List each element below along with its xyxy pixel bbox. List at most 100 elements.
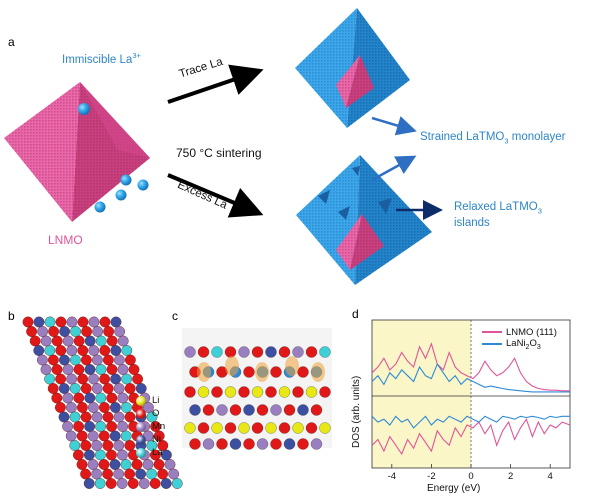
atom bbox=[116, 478, 128, 489]
atom bbox=[83, 478, 95, 489]
atom-legend-item: Mn bbox=[136, 420, 165, 433]
atom bbox=[131, 459, 143, 470]
atom bbox=[102, 411, 114, 423]
atom bbox=[117, 421, 129, 432]
atom bbox=[92, 354, 103, 366]
strained-arrow-2 bbox=[371, 155, 417, 182]
atom bbox=[211, 386, 223, 398]
dos-series-line bbox=[371, 417, 571, 456]
atom bbox=[319, 346, 331, 358]
atom bbox=[106, 421, 118, 432]
atom bbox=[121, 345, 133, 356]
atom bbox=[73, 392, 85, 404]
atom bbox=[150, 421, 162, 432]
atom bbox=[87, 430, 99, 442]
atom bbox=[51, 364, 63, 375]
dos-series-line bbox=[371, 415, 570, 429]
atom bbox=[114, 354, 125, 366]
atom bbox=[283, 438, 296, 450]
atom bbox=[51, 335, 63, 347]
atom bbox=[238, 346, 250, 358]
atom bbox=[81, 354, 92, 366]
atom bbox=[310, 438, 323, 450]
x-tick-label: -2 bbox=[427, 471, 435, 482]
atom bbox=[84, 449, 95, 461]
atom bbox=[153, 430, 165, 442]
atom bbox=[164, 459, 176, 470]
atom bbox=[132, 373, 144, 385]
atom bbox=[55, 345, 67, 356]
atom bbox=[113, 383, 125, 394]
dos-legend: LNMO (111) LaNi2O3 bbox=[482, 326, 557, 350]
atom bbox=[265, 422, 277, 434]
atom-legend-item: Ni bbox=[136, 433, 165, 446]
atom bbox=[197, 422, 210, 434]
atom bbox=[121, 402, 132, 413]
atom bbox=[37, 354, 48, 366]
atom bbox=[124, 468, 136, 480]
atom bbox=[44, 373, 55, 385]
atom bbox=[229, 438, 242, 450]
atom bbox=[149, 478, 161, 489]
atom bbox=[88, 402, 99, 413]
atom bbox=[99, 316, 111, 328]
atom bbox=[88, 345, 100, 356]
atom bbox=[292, 386, 304, 398]
sintering-label: 750 °C sintering bbox=[176, 146, 262, 160]
atom bbox=[117, 449, 128, 461]
atom-legend-swatch bbox=[136, 395, 146, 406]
atom bbox=[77, 373, 89, 385]
dos-xlabel: Energy (eV) bbox=[427, 483, 481, 494]
atom bbox=[66, 373, 78, 385]
charge-density-lobe bbox=[311, 362, 325, 382]
atom bbox=[73, 421, 85, 432]
x-tick-label: 0 bbox=[468, 471, 473, 482]
atom bbox=[109, 459, 121, 470]
atom bbox=[305, 422, 318, 434]
atom bbox=[238, 422, 250, 434]
atom bbox=[110, 402, 121, 413]
atom bbox=[138, 478, 150, 489]
atom bbox=[99, 345, 111, 356]
atom bbox=[297, 438, 309, 450]
atom bbox=[211, 346, 223, 358]
atom bbox=[70, 354, 81, 366]
atom bbox=[149, 449, 161, 461]
atom bbox=[55, 316, 67, 328]
atom bbox=[33, 345, 45, 356]
atom bbox=[99, 373, 111, 385]
atom bbox=[62, 392, 74, 404]
atom bbox=[202, 438, 215, 450]
legend-line-lnmo bbox=[482, 331, 502, 333]
atom bbox=[189, 438, 201, 450]
atom bbox=[105, 478, 117, 489]
atom bbox=[95, 449, 106, 461]
atom bbox=[95, 392, 107, 404]
atom bbox=[216, 404, 228, 416]
atom bbox=[44, 316, 56, 328]
charge-density-lobe bbox=[225, 356, 239, 376]
atom bbox=[142, 402, 154, 413]
atom-legend-item: La bbox=[136, 446, 165, 459]
atom bbox=[80, 468, 92, 480]
atom bbox=[319, 386, 331, 398]
atom bbox=[77, 345, 89, 356]
atom bbox=[110, 373, 122, 385]
relaxed-label: Relaxed LaTMO3 bbox=[454, 201, 542, 216]
atom bbox=[124, 354, 136, 366]
dos-series-line bbox=[371, 342, 570, 392]
legend-line-lani2o3 bbox=[482, 343, 502, 345]
atom bbox=[114, 326, 126, 337]
atom bbox=[171, 478, 183, 489]
atom bbox=[99, 402, 110, 413]
atom bbox=[106, 364, 118, 375]
atom bbox=[84, 421, 96, 432]
atom bbox=[103, 326, 115, 337]
atom-legend-label: Ni bbox=[152, 434, 161, 445]
atom bbox=[47, 383, 59, 394]
atom-legend-label: O bbox=[152, 408, 160, 419]
atom bbox=[128, 364, 140, 375]
atom bbox=[66, 316, 78, 328]
x-tick-label: 2 bbox=[508, 471, 513, 482]
